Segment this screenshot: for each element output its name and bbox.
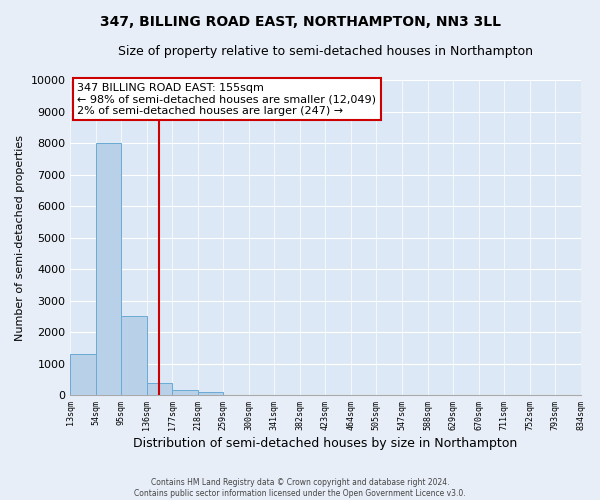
- Text: Contains HM Land Registry data © Crown copyright and database right 2024.
Contai: Contains HM Land Registry data © Crown c…: [134, 478, 466, 498]
- X-axis label: Distribution of semi-detached houses by size in Northampton: Distribution of semi-detached houses by …: [133, 437, 518, 450]
- Y-axis label: Number of semi-detached properties: Number of semi-detached properties: [15, 134, 25, 340]
- Bar: [96, 143, 121, 395]
- Text: 347, BILLING ROAD EAST, NORTHAMPTON, NN3 3LL: 347, BILLING ROAD EAST, NORTHAMPTON, NN3…: [100, 15, 500, 29]
- Title: Size of property relative to semi-detached houses in Northampton: Size of property relative to semi-detach…: [118, 45, 533, 58]
- Bar: [147, 382, 172, 395]
- Bar: [172, 390, 198, 395]
- Bar: [121, 316, 147, 395]
- Bar: [70, 354, 96, 395]
- Bar: [198, 392, 223, 395]
- Text: 347 BILLING ROAD EAST: 155sqm
← 98% of semi-detached houses are smaller (12,049): 347 BILLING ROAD EAST: 155sqm ← 98% of s…: [77, 83, 376, 116]
